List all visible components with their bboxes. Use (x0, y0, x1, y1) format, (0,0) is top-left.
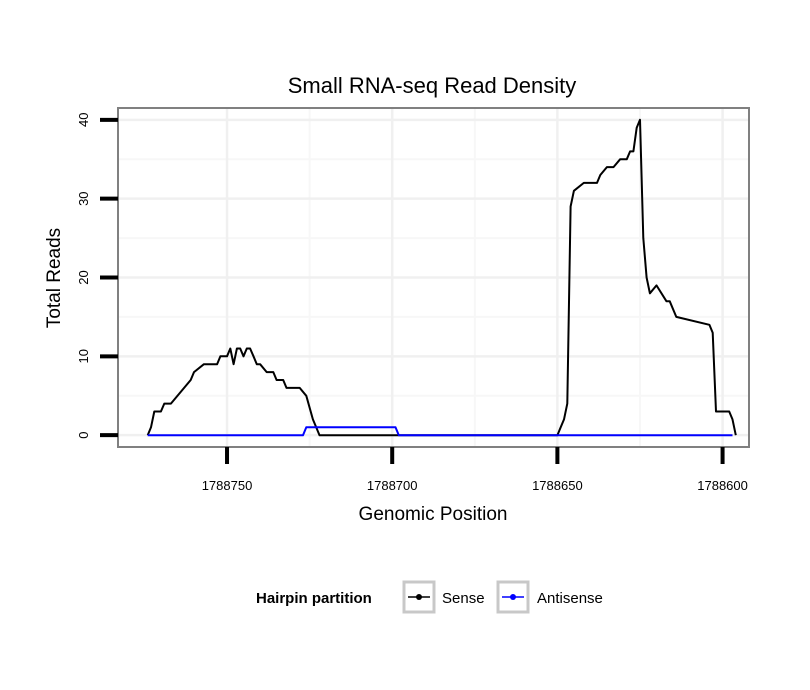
x-tick-label: 1788650 (532, 478, 583, 493)
y-tick-label: 0 (76, 432, 91, 439)
legend-title: Hairpin partition (256, 590, 372, 607)
x-axis-title: Genomic Position (359, 504, 508, 525)
chart-title: Small RNA-seq Read Density (288, 73, 577, 98)
series-line-sense (146, 118, 737, 437)
x-axis: 1788750 1788700 1788650 1788600 (202, 447, 748, 493)
legend-dot-antisense (510, 594, 516, 600)
y-tick-label: 20 (76, 270, 91, 284)
series-layer (146, 118, 737, 437)
legend-entry-antisense: Antisense (496, 580, 603, 614)
legend: Hairpin partition Sense Antisense (256, 580, 603, 614)
legend-label-sense: Sense (442, 590, 485, 607)
x-tick-label: 1788600 (697, 478, 748, 493)
y-tick-label: 40 (76, 113, 91, 127)
legend-entry-sense: Sense (402, 580, 485, 614)
series-line-antisense (147, 426, 733, 437)
y-axis-title: Total Reads (44, 228, 65, 328)
x-tick-label: 1788700 (367, 478, 418, 493)
legend-dot-sense (416, 594, 422, 600)
y-axis: 0 10 20 30 40 (76, 113, 118, 439)
legend-label-antisense: Antisense (537, 590, 603, 607)
y-tick-label: 30 (76, 191, 91, 205)
x-tick-label: 1788750 (202, 478, 253, 493)
y-tick-label: 10 (76, 349, 91, 363)
grid-lines (118, 108, 749, 447)
